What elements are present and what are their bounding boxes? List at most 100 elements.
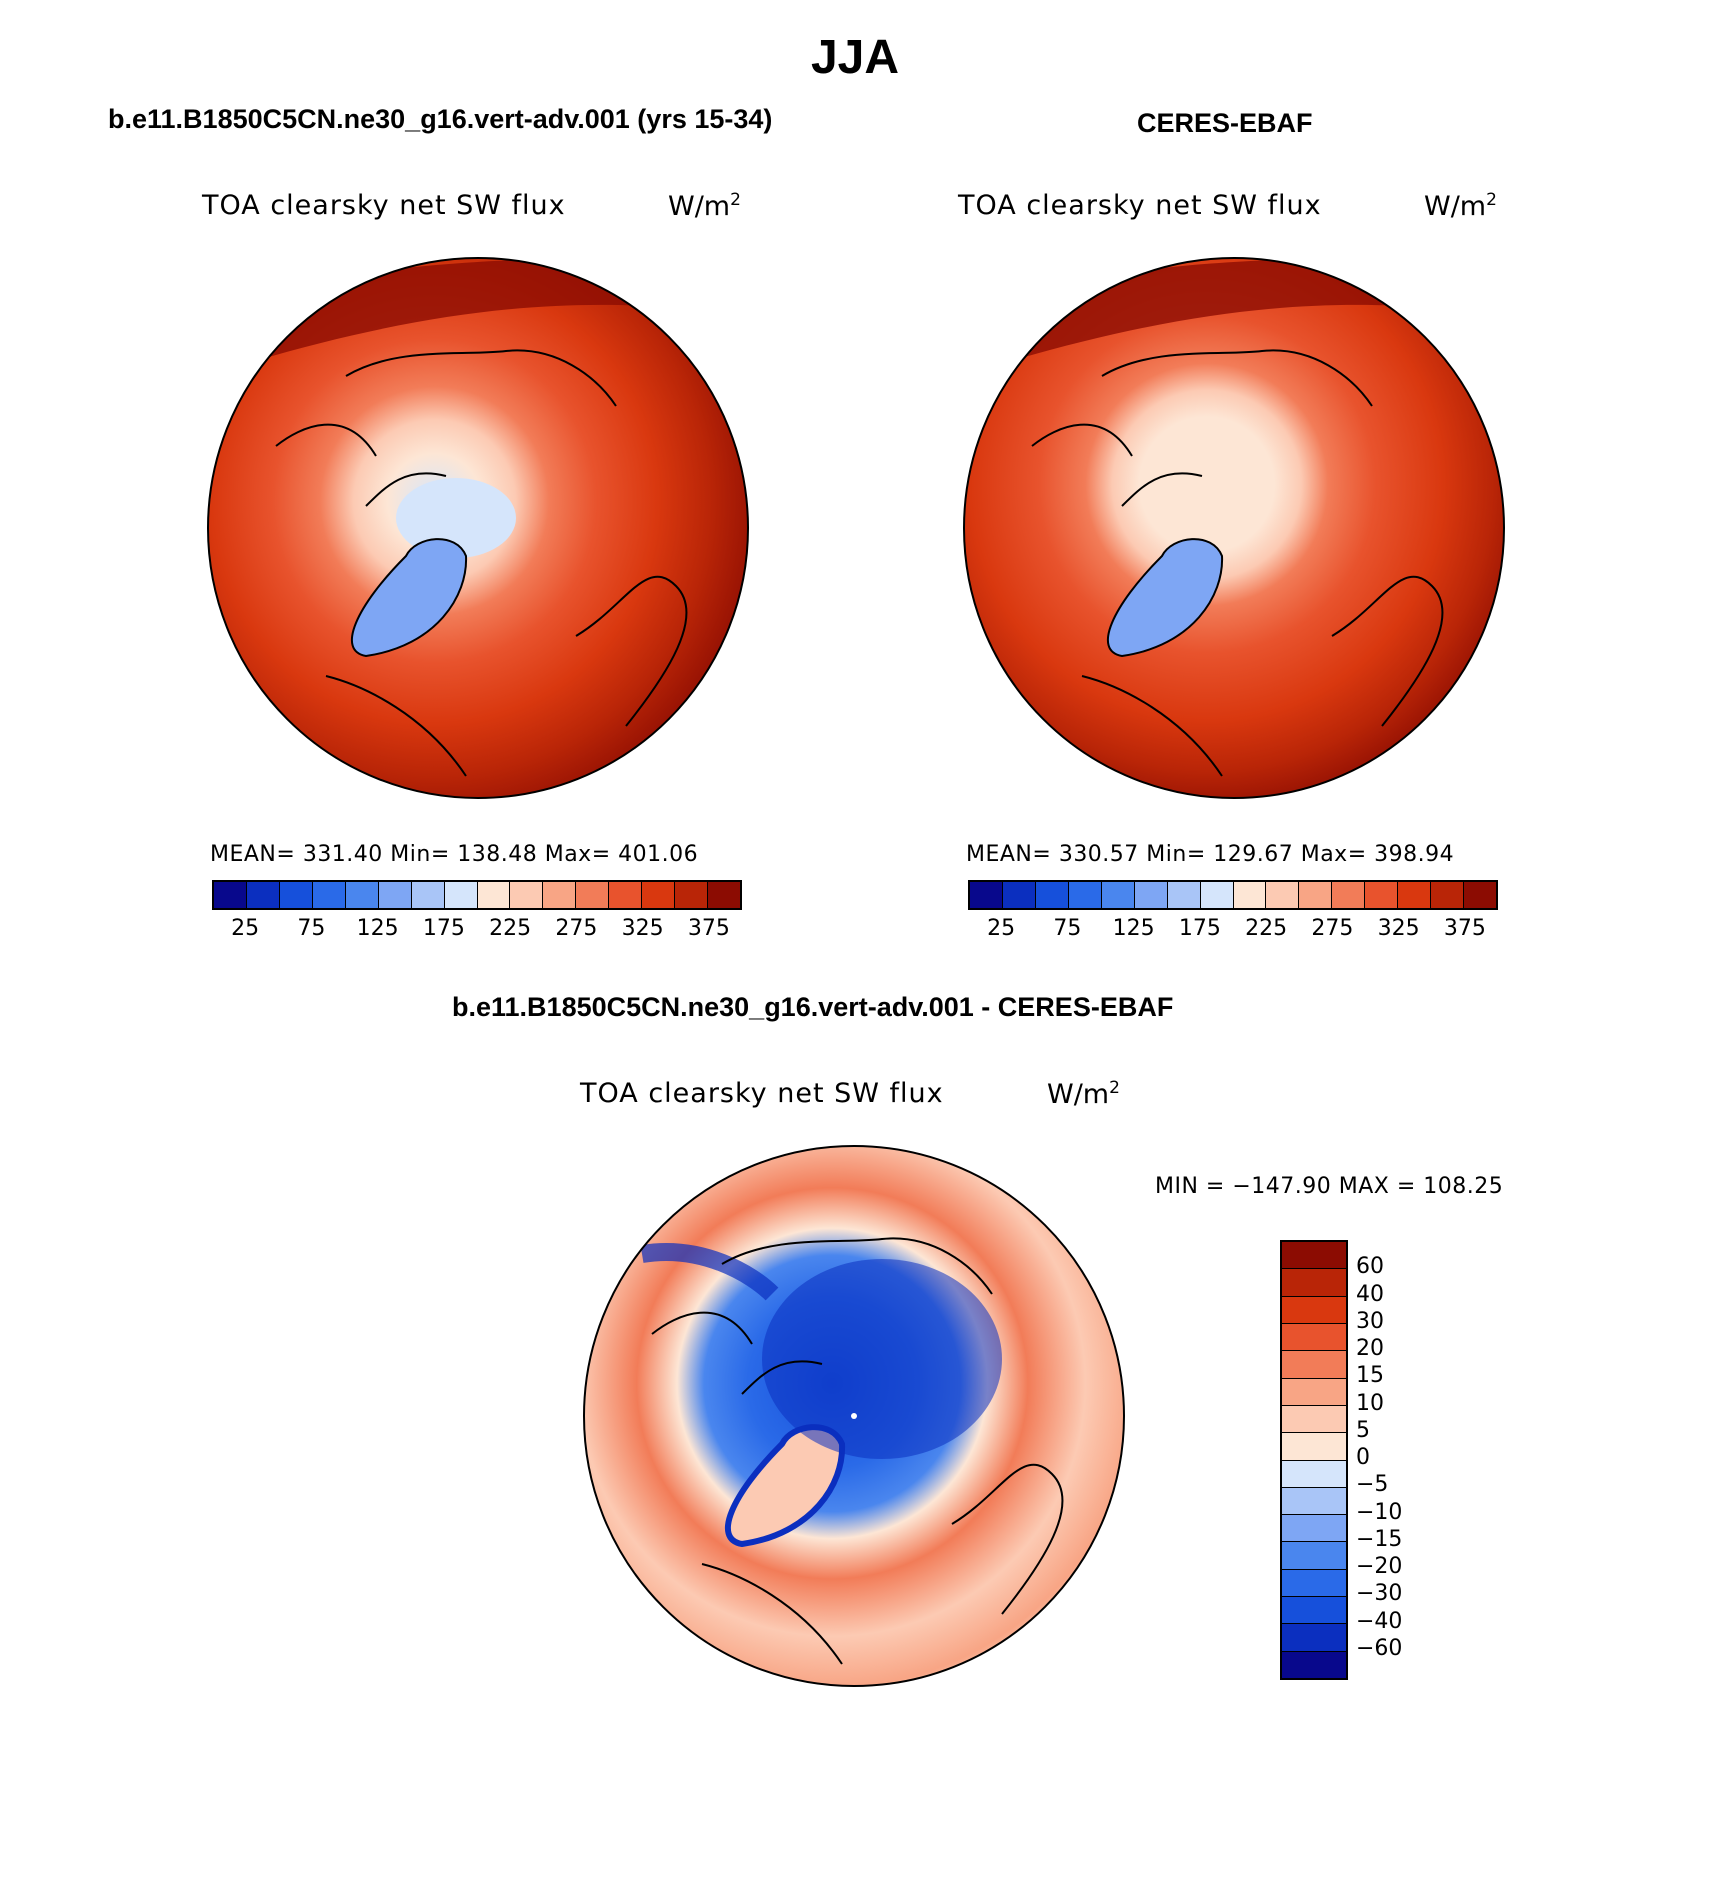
- colorbar-swatch: [279, 882, 313, 908]
- variable-label-model: TOA clearsky net SW flux: [202, 190, 566, 221]
- colorbar-swatch: [1002, 882, 1036, 908]
- colorbar-swatch: [1035, 882, 1069, 908]
- colorbar-swatch: [510, 882, 544, 908]
- stats-obs: MEAN= 330.57 Min= 129.67 Max= 398.94: [966, 842, 1455, 867]
- colorbar-tick-label: −10: [1356, 1499, 1403, 1525]
- colorbar-tick-label: 15: [1356, 1363, 1384, 1389]
- colorbar-ticks-obs: 25 75 125 175 225 275 325 375: [968, 916, 1498, 946]
- colorbar-swatch: [1299, 882, 1333, 908]
- colorbar-swatch: [1282, 1351, 1346, 1379]
- colorbar-swatch: [1398, 882, 1432, 908]
- colorbar-swatch: [246, 882, 280, 908]
- colorbar-swatch: [1282, 1651, 1346, 1678]
- colorbar-tick-label: 325: [621, 916, 664, 941]
- colorbar-swatch: [1282, 1487, 1346, 1516]
- colorbar-tick-label: 30: [1356, 1308, 1384, 1334]
- colorbar-tick-label: 10: [1356, 1390, 1384, 1416]
- colorbar-swatch: [1282, 1624, 1346, 1652]
- colorbar-tick-label: −60: [1356, 1635, 1403, 1661]
- colorbar-swatch: [1464, 882, 1496, 908]
- colorbar-swatch: [1282, 1569, 1346, 1598]
- panel-title-model: b.e11.B1850C5CN.ne30_g16.vert-adv.001 (y…: [108, 104, 773, 134]
- colorbar-tick-label: 325: [1377, 916, 1420, 941]
- colorbar-tick-label: 125: [1112, 916, 1155, 941]
- colorbar-tick-label: −15: [1356, 1526, 1403, 1552]
- panel-title-diff: b.e11.B1850C5CN.ne30_g16.vert-adv.001 - …: [452, 992, 1174, 1022]
- colorbar-swatch: [1282, 1269, 1346, 1297]
- colorbar-swatch: [1431, 882, 1465, 908]
- stats-diff: MIN = −147.90 MAX = 108.25: [1155, 1174, 1504, 1199]
- colorbar-swatch: [609, 882, 643, 908]
- colorbar-tick-label: 275: [555, 916, 598, 941]
- colorbar-swatch: [378, 882, 412, 908]
- colorbar-tick-label: 125: [356, 916, 399, 941]
- colorbar-ticks-diff: 60 40 30 20 15 10 5 0 −5 −10 −15 −20 −30 −40 −60: [1356, 1240, 1436, 1676]
- colorbar-swatch: [1101, 882, 1135, 908]
- colorbar-tick-label: 225: [1245, 916, 1288, 941]
- colorbar-swatch: [444, 882, 478, 908]
- colorbar-swatch: [1365, 882, 1399, 908]
- colorbar-tick-label: 25: [231, 916, 260, 941]
- colorbar-swatch: [1134, 882, 1168, 908]
- colorbar-tick-label: −5: [1356, 1472, 1389, 1498]
- colorbar-tick-label: 175: [1178, 916, 1221, 941]
- colorbar-tick-label: 375: [687, 916, 730, 941]
- colorbar-model: [212, 880, 742, 910]
- colorbar-tick-label: 275: [1311, 916, 1354, 941]
- colorbar-ticks-model: 25 75 125 175 225 275 325 375: [212, 916, 742, 946]
- colorbar-swatch: [1282, 1542, 1346, 1570]
- colorbar-tick-label: 25: [987, 916, 1016, 941]
- polar-map-obs: [963, 257, 1505, 799]
- unit-label-model: W/m2: [668, 190, 741, 222]
- colorbar-swatch: [1282, 1460, 1346, 1488]
- polar-map-diff: [583, 1145, 1125, 1687]
- colorbar-swatch: [1282, 1296, 1346, 1324]
- colorbar-swatch: [1282, 1378, 1346, 1406]
- colorbar-tick-label: −30: [1356, 1581, 1403, 1607]
- colorbar-swatch: [1282, 1242, 1346, 1270]
- colorbar-tick-label: 0: [1356, 1445, 1370, 1470]
- colorbar-swatch: [1282, 1433, 1346, 1461]
- unit-label-diff: W/m2: [1047, 1078, 1120, 1110]
- colorbar-tick-label: 60: [1356, 1254, 1384, 1280]
- colorbar-tick-label: 75: [1053, 916, 1082, 941]
- polar-map-model: [207, 257, 749, 799]
- panel-title-obs: CERES-EBAF: [1137, 108, 1313, 138]
- colorbar-swatch: [642, 882, 676, 908]
- colorbar-tick-label: −40: [1356, 1608, 1403, 1634]
- colorbar-swatch: [1282, 1323, 1346, 1352]
- colorbar-swatch: [708, 882, 740, 908]
- colorbar-swatch: [1200, 882, 1234, 908]
- stats-model: MEAN= 331.40 Min= 138.48 Max= 401.06: [210, 842, 699, 867]
- colorbar-swatch: [477, 882, 511, 908]
- colorbar-tick-label: 375: [1443, 916, 1486, 941]
- colorbar-swatch: [576, 882, 610, 908]
- colorbar-tick-label: 5: [1356, 1417, 1370, 1443]
- variable-label-obs: TOA clearsky net SW flux: [958, 190, 1322, 221]
- figure-title: JJA: [810, 31, 900, 84]
- colorbar-swatch: [1266, 882, 1300, 908]
- colorbar-diff: [1280, 1240, 1348, 1680]
- colorbar-swatch: [543, 882, 577, 908]
- colorbar-tick-label: 20: [1356, 1336, 1384, 1361]
- colorbar-tick-label: 40: [1356, 1281, 1384, 1307]
- colorbar-swatch: [1332, 882, 1366, 908]
- variable-label-diff: TOA clearsky net SW flux: [580, 1078, 944, 1109]
- colorbar-obs: [968, 880, 1498, 910]
- colorbar-swatch: [345, 882, 379, 908]
- colorbar-swatch: [675, 882, 709, 908]
- colorbar-swatch: [1233, 882, 1267, 908]
- colorbar-tick-label: 75: [297, 916, 326, 941]
- colorbar-swatch: [1282, 1405, 1346, 1434]
- colorbar-swatch: [312, 882, 346, 908]
- colorbar-tick-label: 225: [489, 916, 532, 941]
- colorbar-swatch: [411, 882, 445, 908]
- colorbar-swatch: [214, 882, 247, 908]
- colorbar-swatch: [1167, 882, 1201, 908]
- unit-label-obs: W/m2: [1424, 190, 1497, 222]
- colorbar-tick-label: −20: [1356, 1554, 1403, 1579]
- colorbar-swatch: [1282, 1597, 1346, 1625]
- colorbar-swatch: [1068, 882, 1102, 908]
- colorbar-tick-label: 175: [422, 916, 465, 941]
- colorbar-swatch: [970, 882, 1003, 908]
